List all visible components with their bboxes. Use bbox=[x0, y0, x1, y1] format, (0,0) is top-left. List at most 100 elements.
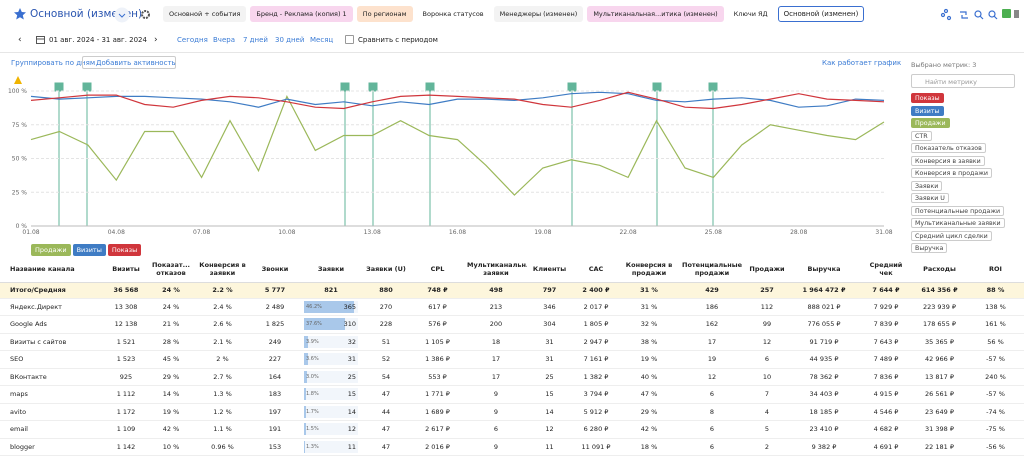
prev-period[interactable]: ‹ bbox=[18, 35, 22, 45]
date-range[interactable]: 01 авг. 2024 - 31 авг. 2024 bbox=[49, 36, 147, 44]
cell: 29 % bbox=[147, 368, 195, 386]
channel-name[interactable]: Итого/Средняя bbox=[0, 282, 105, 298]
tab[interactable]: Менеджеры (изменен) bbox=[494, 6, 584, 22]
channel-name[interactable]: ВКонтакте bbox=[0, 368, 105, 386]
count: 25 bbox=[348, 373, 356, 381]
channel-name[interactable]: blogger bbox=[0, 438, 105, 456]
metric-chip[interactable]: Показатель отказов bbox=[911, 143, 986, 153]
tab[interactable]: По регионам bbox=[357, 6, 413, 22]
add-activity[interactable]: Добавить активность bbox=[96, 59, 176, 67]
metric-chip[interactable]: Показы bbox=[911, 93, 944, 103]
x-tick-label: 22.08 bbox=[620, 229, 637, 236]
y-tick-label: 100 % bbox=[8, 88, 27, 95]
column-header[interactable]: Потенциальные продажи bbox=[678, 258, 746, 282]
metric-chip[interactable]: CTR bbox=[911, 131, 932, 141]
cell: 6 bbox=[678, 438, 746, 456]
next-period[interactable]: › bbox=[154, 35, 158, 45]
share-bar: 3.6%31 bbox=[304, 353, 358, 365]
title-dropdown[interactable] bbox=[114, 7, 130, 23]
quick-period[interactable]: Вчера bbox=[213, 36, 235, 44]
share-label: 1.3% bbox=[306, 444, 319, 450]
column-header[interactable]: Конверсия в заявки bbox=[195, 258, 250, 282]
channel-name[interactable]: Google Ads bbox=[0, 316, 105, 334]
channel-name[interactable]: Визиты с сайтов bbox=[0, 333, 105, 351]
cell: 429 bbox=[678, 282, 746, 298]
count: 15 bbox=[348, 390, 356, 398]
column-header[interactable]: CAC bbox=[572, 258, 620, 282]
how-it-works[interactable]: Как работает график bbox=[822, 59, 901, 67]
channel-name[interactable]: maps bbox=[0, 386, 105, 404]
tab[interactable]: Основной (изменен) bbox=[778, 6, 865, 22]
cell: 228 bbox=[362, 316, 410, 334]
quick-period[interactable]: 7 дней bbox=[243, 36, 268, 44]
column-header[interactable]: Визиты bbox=[105, 258, 147, 282]
column-header[interactable]: Конверсия в продажи bbox=[620, 258, 678, 282]
cell: 18 % bbox=[620, 438, 678, 456]
cell: 2 617 ₽ bbox=[410, 421, 465, 439]
cell: 4 bbox=[746, 403, 788, 421]
column-header[interactable]: Мультиканальн... заявки bbox=[465, 258, 527, 282]
metric-chip[interactable]: Средний цикл сделки bbox=[911, 231, 992, 241]
table-row: Яндекс.Директ13 30824 %2.4 %2 48946.2%36… bbox=[0, 298, 1024, 316]
compare-label[interactable]: Сравнить с периодом bbox=[358, 36, 438, 44]
metric-chip[interactable]: Продажи bbox=[911, 118, 950, 128]
column-header[interactable]: Показат... отказов bbox=[147, 258, 195, 282]
y-tick-label: 50 % bbox=[12, 156, 28, 163]
metric-chip[interactable]: Визиты bbox=[911, 106, 944, 116]
column-header[interactable]: Клиенты bbox=[527, 258, 572, 282]
tab[interactable]: Основной + события bbox=[163, 6, 246, 22]
metric-chip[interactable]: Мультиканальные заявки bbox=[911, 218, 1005, 228]
column-header[interactable]: Продажи bbox=[746, 258, 788, 282]
tab[interactable]: Ключи ЯД bbox=[728, 6, 774, 22]
channel-name[interactable]: avito bbox=[0, 403, 105, 421]
cell: 42 % bbox=[147, 421, 195, 439]
column-header[interactable]: Заявки bbox=[300, 258, 362, 282]
compare-checkbox[interactable] bbox=[345, 35, 354, 44]
legend-item[interactable]: Показы bbox=[108, 244, 141, 256]
quick-period[interactable]: 30 дней bbox=[275, 36, 304, 44]
legend-item[interactable]: Визиты bbox=[73, 244, 106, 256]
cell: 3.0%25 bbox=[300, 368, 362, 386]
metric-chip[interactable]: Конверсия в продажи bbox=[911, 168, 992, 178]
cell: 26 561 ₽ bbox=[912, 386, 967, 404]
cell: 42 966 ₽ bbox=[912, 351, 967, 369]
column-header[interactable]: Расходы bbox=[912, 258, 967, 282]
column-header[interactable]: Название канала bbox=[0, 258, 105, 282]
cell: 52 bbox=[362, 351, 410, 369]
cell: 12 bbox=[527, 421, 572, 439]
column-header[interactable]: ROI bbox=[967, 258, 1024, 282]
channel-name[interactable]: email bbox=[0, 421, 105, 439]
metric-chip[interactable]: Выручка bbox=[911, 243, 947, 253]
channel-name[interactable]: Яндекс.Директ bbox=[0, 298, 105, 316]
metric-chip[interactable]: Потенциальные продажи bbox=[911, 206, 1004, 216]
legend-item[interactable]: Продажи bbox=[31, 244, 71, 256]
column-header[interactable]: Звонки bbox=[250, 258, 300, 282]
toolbar-icons bbox=[940, 8, 1020, 22]
cell: 9 382 ₽ bbox=[788, 438, 860, 456]
metric-chip[interactable]: Конверсия в заявки bbox=[911, 156, 985, 166]
channel-name[interactable]: SEO bbox=[0, 351, 105, 369]
cell: 7 643 ₽ bbox=[860, 333, 912, 351]
cell: 162 bbox=[678, 316, 746, 334]
quick-period[interactable]: Сегодня bbox=[177, 36, 208, 44]
divider bbox=[0, 52, 1024, 53]
table-row: ВКонтакте92529 %2.7 %1643.0%2554553 ₽172… bbox=[0, 368, 1024, 386]
cell: 5 777 bbox=[250, 282, 300, 298]
cell: 304 bbox=[527, 316, 572, 334]
column-header[interactable]: Средний чек bbox=[860, 258, 912, 282]
tab[interactable]: Бренд - Реклама (копия) 1 bbox=[250, 6, 352, 22]
cell: 36 568 bbox=[105, 282, 147, 298]
column-header[interactable]: Заявки (U) bbox=[362, 258, 410, 282]
metric-chip[interactable]: Заявки U bbox=[911, 193, 949, 203]
cell: 6 bbox=[678, 386, 746, 404]
column-header[interactable]: CPL bbox=[410, 258, 465, 282]
tab[interactable]: Воронка статусов bbox=[417, 6, 490, 22]
column-header[interactable]: Выручка bbox=[788, 258, 860, 282]
tab[interactable]: Мультиканальная...итика (изменен) bbox=[587, 6, 723, 22]
cell: 6 bbox=[746, 351, 788, 369]
metric-chip[interactable]: Заявки bbox=[911, 181, 942, 191]
quick-period[interactable]: Месяц bbox=[310, 36, 333, 44]
settings-icon[interactable] bbox=[140, 9, 151, 20]
cell: 776 055 ₽ bbox=[788, 316, 860, 334]
cell: 47 bbox=[362, 438, 410, 456]
